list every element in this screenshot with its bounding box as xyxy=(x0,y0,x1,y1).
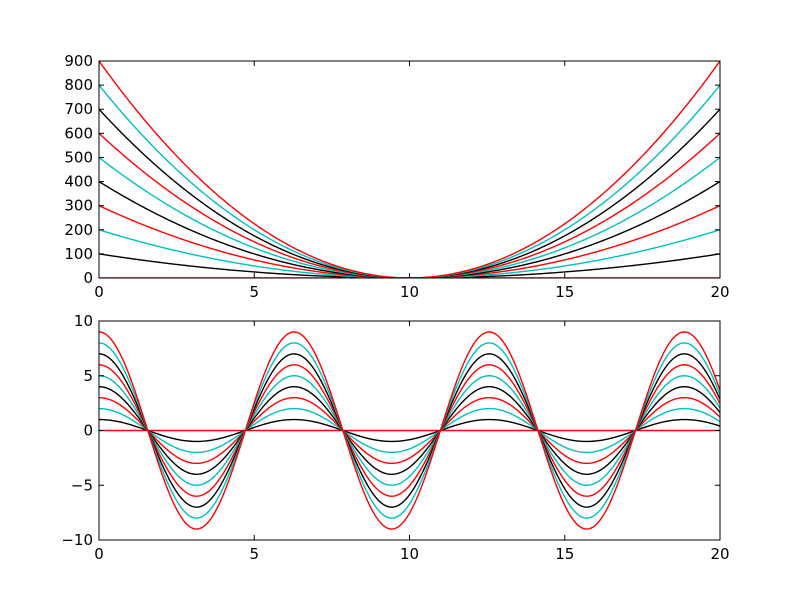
bottom-cosine-plot: 0 5 10 15 20 −10 −5 0 5 10 xyxy=(61,312,729,563)
bottom-ytick-label: −10 xyxy=(61,531,93,549)
top-xtick-label: 5 xyxy=(249,283,259,301)
bottom-xtick-label: 15 xyxy=(555,545,574,563)
top-xtick-label: 10 xyxy=(400,283,419,301)
top-ytick-label: 300 xyxy=(64,197,93,215)
top-xtick-label: 20 xyxy=(710,283,729,301)
top-series-k5 xyxy=(99,156,720,278)
top-xtick-label: 15 xyxy=(555,283,574,301)
bottom-ytick-label: 5 xyxy=(83,367,93,385)
bottom-ytick-label: 0 xyxy=(83,422,93,440)
bottom-series-k3 xyxy=(99,396,720,465)
top-series-group xyxy=(99,61,720,278)
bottom-series-k5 xyxy=(99,375,720,486)
bottom-ytick-label: −5 xyxy=(71,476,93,494)
bottom-series-group xyxy=(99,331,720,530)
top-ytick-label: 600 xyxy=(64,124,93,142)
bottom-xtick-label: 10 xyxy=(400,545,419,563)
bottom-series-k6 xyxy=(99,364,720,497)
top-ytick-label: 100 xyxy=(64,245,93,263)
bottom-series-k4 xyxy=(99,385,720,476)
top-series-k7 xyxy=(99,108,720,278)
bottom-series-k2 xyxy=(99,407,720,454)
top-series-k6 xyxy=(99,132,720,278)
top-ytick-label: 0 xyxy=(83,269,93,287)
top-series-k2 xyxy=(99,229,720,278)
top-ytick-label: 200 xyxy=(64,221,93,239)
top-series-k4 xyxy=(99,180,720,278)
bottom-series-k9 xyxy=(99,331,720,530)
top-series-k9 xyxy=(99,61,720,278)
bottom-xtick-label: 0 xyxy=(94,545,104,563)
top-series-k3 xyxy=(99,205,720,278)
bottom-xtick-label: 20 xyxy=(710,545,729,563)
bottom-series-k1 xyxy=(99,418,720,443)
top-series-k1 xyxy=(99,253,720,278)
top-ytick-label: 800 xyxy=(64,76,93,94)
top-ytick-label: 900 xyxy=(64,52,93,70)
top-series-k8 xyxy=(99,84,720,278)
top-ytick-label: 700 xyxy=(64,100,93,118)
top-xtick-label: 0 xyxy=(94,283,104,301)
bottom-series-k7 xyxy=(99,353,720,508)
bottom-xtick-label: 5 xyxy=(249,545,259,563)
top-ytick-label: 500 xyxy=(64,148,93,166)
top-ytick-label: 400 xyxy=(64,173,93,191)
bottom-series-k8 xyxy=(99,342,720,519)
bottom-ytick-label: 10 xyxy=(74,312,93,330)
